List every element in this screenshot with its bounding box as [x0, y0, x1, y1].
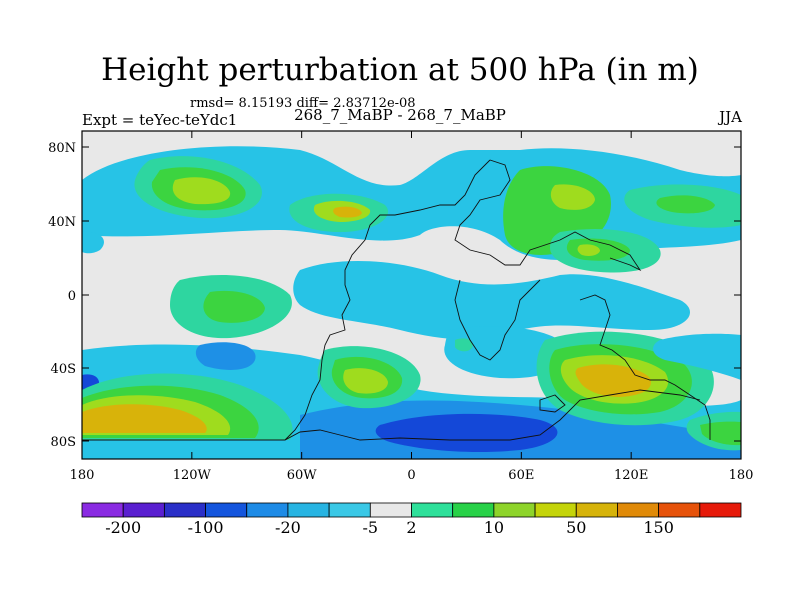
colorbar-swatch — [369, 502, 412, 518]
contour-yellow-asia-lobe — [550, 184, 595, 210]
longitude-axis: 180 120W 60W 0 60E 120E 180 — [70, 131, 754, 483]
colorbar-label: -200 — [105, 518, 141, 537]
colorbar-label: -100 — [188, 518, 224, 537]
lon-tick-label: 180 — [729, 468, 754, 483]
coastline-antarctica — [82, 389, 701, 441]
lat-tick-label: 80S — [51, 435, 76, 450]
colorbar-swatch — [699, 502, 742, 518]
contour-midblue-southeast-lobe — [195, 342, 256, 370]
colorbar-swatch — [328, 502, 371, 518]
colorbar-label: 50 — [566, 518, 586, 537]
coastline-asia-southeast — [579, 294, 711, 440]
contour-green-tropical-core — [203, 290, 265, 323]
experiment-label: Expt = teYec-teYdc1 — [82, 111, 238, 129]
season-label: JJA — [719, 108, 742, 126]
lon-tick-label: 120E — [614, 468, 648, 483]
colorbar-swatch — [617, 502, 660, 518]
colorbar-label: -20 — [275, 518, 301, 537]
colorbar-swatch — [246, 502, 289, 518]
plot-title: Height perturbation at 500 hPa (in m) — [101, 52, 699, 88]
colorbar-swatch — [575, 502, 618, 518]
lat-tick-label: 40S — [51, 362, 76, 377]
lat-tick-label: 80N — [48, 141, 76, 156]
colorbar-swatch — [122, 502, 165, 518]
lat-tick-label: 40N — [48, 215, 76, 230]
contour-aqua-se-pacific — [455, 338, 473, 352]
contour-blue-tropical-band — [293, 260, 690, 340]
colorbar-swatch — [534, 502, 577, 518]
coastline-africa-europe — [454, 159, 642, 272]
contour-yellow-north-lobe — [172, 177, 231, 205]
colorbar-label: -5 — [363, 518, 379, 537]
contour-gold-south-pacific — [82, 404, 207, 433]
lon-tick-label: 0 — [407, 468, 415, 483]
colorbar-label: 2 — [406, 518, 416, 537]
colorbar-swatch — [452, 502, 495, 518]
coastline-southern-islands — [539, 394, 566, 413]
lat-tick-label: 0 — [68, 289, 76, 304]
contour-green-pacific-inner — [656, 195, 715, 214]
period-label: 268_7_MaBP - 268_7_MaBP — [294, 106, 506, 124]
colorbar: -200 -100 -20 -5 2 10 50 150 — [81, 502, 742, 537]
lon-tick-label: 120W — [173, 468, 212, 483]
colorbar-swatch — [81, 502, 124, 518]
lon-tick-label: 60W — [287, 468, 318, 483]
colorbar-swatch — [205, 502, 248, 518]
lon-tick-label: 180 — [70, 468, 95, 483]
rmsd-diff-stats: rmsd= 8.15193 diff= 2.83712e-08 — [190, 96, 416, 111]
lon-tick-label: 60E — [508, 468, 534, 483]
colorbar-swatch — [493, 502, 536, 518]
contour-blue-southwest-band — [653, 333, 741, 380]
colorbar-label: 10 — [484, 518, 504, 537]
colorbar-swatch — [163, 502, 206, 518]
colorbar-swatch — [411, 502, 454, 518]
contour-deepblue-southern-core — [375, 413, 558, 453]
coastline-americas — [284, 159, 491, 441]
colorbar-swatch — [287, 502, 330, 518]
latitude-axis: 80N 40N 0 40S 80S — [48, 141, 741, 450]
contour-yellow-east-asia-core — [577, 244, 600, 256]
colorbar-label: 150 — [643, 518, 674, 537]
coastline-arabia-india — [454, 279, 541, 361]
contour-field — [82, 131, 741, 459]
coastline-overlay — [82, 159, 711, 441]
contour-yellow-south-atlantic — [343, 368, 388, 394]
contour-gold-indian-south — [575, 364, 651, 397]
colorbar-swatch — [658, 502, 701, 518]
contour-orange-atlantic-core — [333, 206, 362, 218]
contour-blue-northwest-blob — [82, 231, 104, 254]
